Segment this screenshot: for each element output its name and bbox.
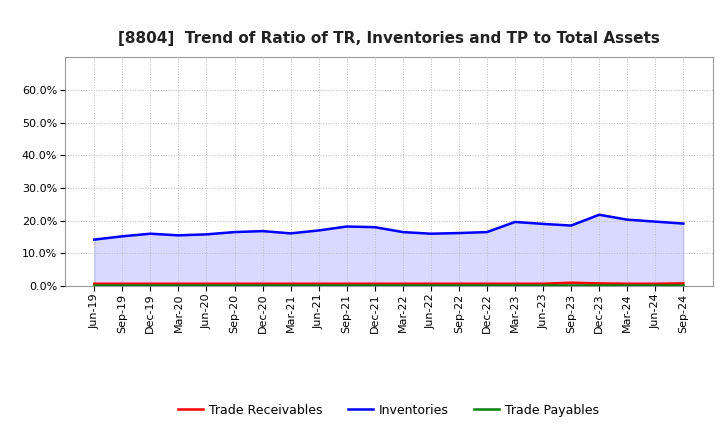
Trade Receivables — [118, 281, 127, 286]
Trade Receivables — [482, 281, 491, 286]
Inventories — [679, 221, 688, 226]
Trade Payables — [651, 282, 660, 288]
Trade Payables — [343, 282, 351, 288]
Inventories — [287, 231, 295, 236]
Trade Receivables — [398, 281, 407, 286]
Inventories — [343, 224, 351, 229]
Trade Payables — [482, 282, 491, 288]
Inventories — [174, 233, 183, 238]
Text: [8804]  Trend of Ratio of TR, Inventories and TP to Total Assets: [8804] Trend of Ratio of TR, Inventories… — [118, 31, 660, 46]
Inventories — [118, 234, 127, 239]
Trade Receivables — [146, 281, 155, 286]
Trade Payables — [371, 282, 379, 288]
Inventories — [426, 231, 435, 236]
Trade Receivables — [174, 281, 183, 286]
Inventories — [539, 221, 547, 227]
Trade Receivables — [539, 281, 547, 286]
Trade Payables — [623, 282, 631, 288]
Inventories — [567, 223, 575, 228]
Trade Receivables — [90, 281, 99, 286]
Trade Payables — [118, 282, 127, 288]
Trade Payables — [567, 282, 575, 288]
Trade Receivables — [371, 281, 379, 286]
Trade Payables — [398, 282, 407, 288]
Trade Payables — [426, 282, 435, 288]
Inventories — [146, 231, 155, 236]
Inventories — [315, 228, 323, 233]
Inventories — [623, 217, 631, 222]
Trade Receivables — [651, 281, 660, 286]
Trade Receivables — [315, 281, 323, 286]
Trade Payables — [202, 282, 211, 288]
Trade Payables — [595, 282, 603, 288]
Inventories — [595, 212, 603, 217]
Trade Receivables — [287, 281, 295, 286]
Trade Payables — [258, 282, 267, 288]
Trade Receivables — [230, 281, 239, 286]
Inventories — [398, 229, 407, 235]
Inventories — [482, 229, 491, 235]
Trade Payables — [315, 282, 323, 288]
Trade Payables — [287, 282, 295, 288]
Trade Receivables — [258, 281, 267, 286]
Trade Receivables — [623, 281, 631, 286]
Inventories — [510, 219, 519, 224]
Trade Receivables — [595, 281, 603, 286]
Trade Receivables — [679, 281, 688, 286]
Inventories — [90, 237, 99, 242]
Inventories — [651, 219, 660, 224]
Trade Payables — [454, 282, 463, 288]
Trade Payables — [174, 282, 183, 288]
Trade Payables — [146, 282, 155, 288]
Trade Payables — [230, 282, 239, 288]
Trade Receivables — [454, 281, 463, 286]
Trade Payables — [539, 282, 547, 288]
Legend: Trade Receivables, Inventories, Trade Payables: Trade Receivables, Inventories, Trade Pa… — [174, 399, 604, 422]
Line: Inventories: Inventories — [94, 215, 683, 240]
Trade Payables — [90, 282, 99, 288]
Inventories — [454, 231, 463, 236]
Trade Receivables — [343, 281, 351, 286]
Trade Receivables — [202, 281, 211, 286]
Inventories — [230, 229, 239, 235]
Trade Receivables — [567, 280, 575, 286]
Trade Receivables — [510, 281, 519, 286]
Trade Payables — [510, 282, 519, 288]
Line: Trade Receivables: Trade Receivables — [94, 283, 683, 284]
Inventories — [258, 228, 267, 234]
Trade Receivables — [426, 281, 435, 286]
Inventories — [371, 224, 379, 230]
Trade Payables — [679, 282, 688, 288]
Inventories — [202, 232, 211, 237]
